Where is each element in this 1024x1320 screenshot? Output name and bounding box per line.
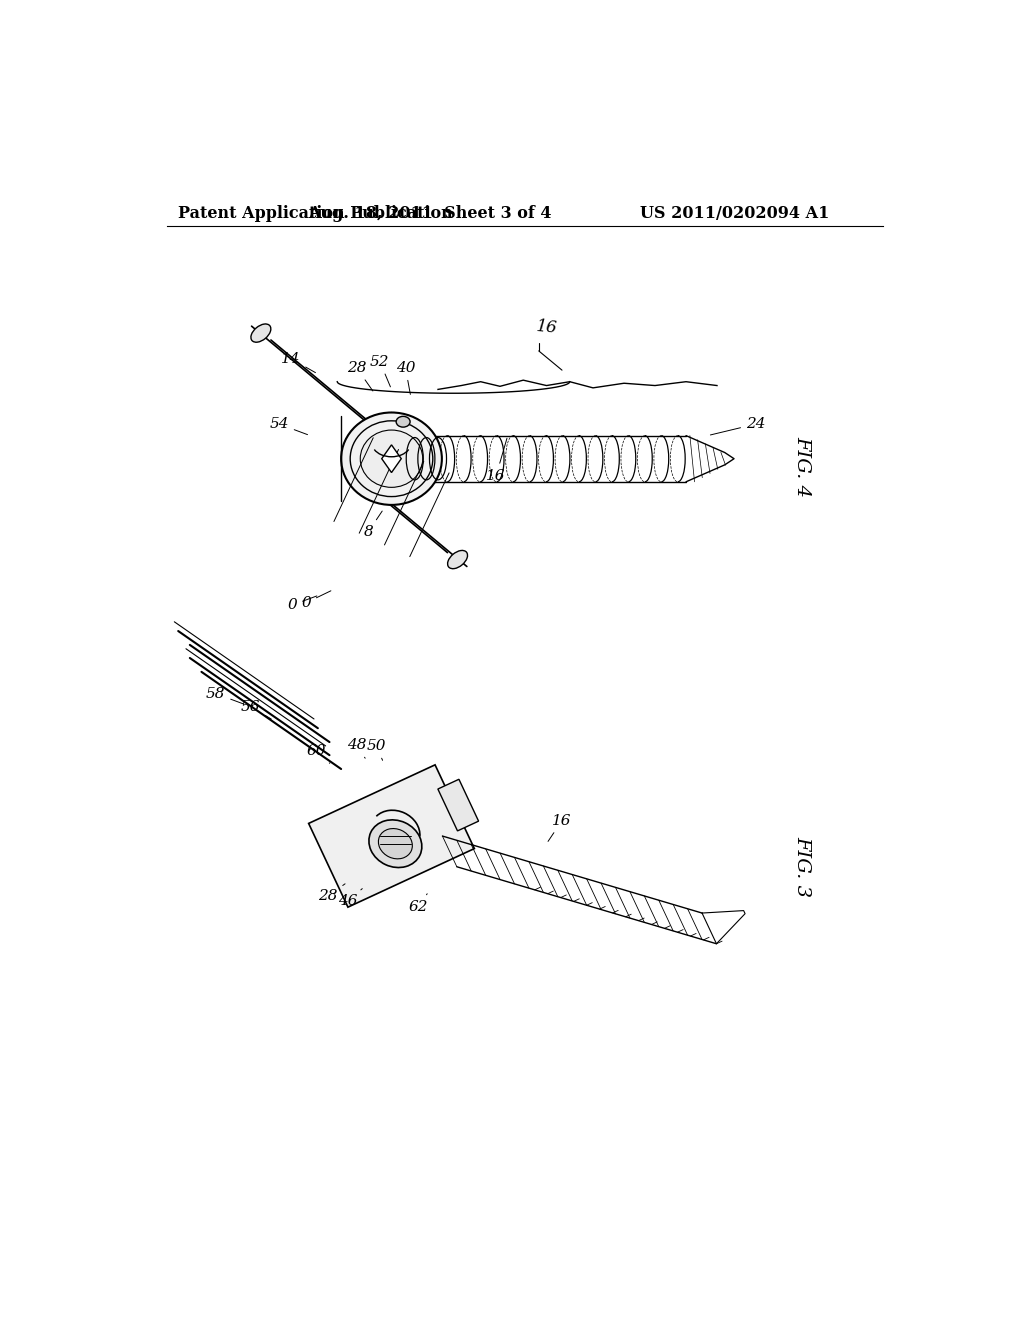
Text: FIG. 4: FIG. 4 bbox=[794, 436, 811, 496]
Text: 60: 60 bbox=[306, 744, 330, 763]
Ellipse shape bbox=[350, 421, 433, 496]
Text: 0: 0 bbox=[288, 595, 316, 612]
Text: 16: 16 bbox=[548, 813, 571, 841]
Text: US 2011/0202094 A1: US 2011/0202094 A1 bbox=[640, 206, 828, 222]
Text: 56: 56 bbox=[241, 700, 271, 719]
Text: 52: 52 bbox=[370, 355, 390, 387]
Text: Aug. 18, 2011  Sheet 3 of 4: Aug. 18, 2011 Sheet 3 of 4 bbox=[308, 206, 552, 222]
Text: 28: 28 bbox=[318, 884, 345, 903]
Ellipse shape bbox=[396, 416, 410, 428]
Text: 8: 8 bbox=[364, 511, 382, 539]
Text: 16: 16 bbox=[536, 318, 558, 337]
Text: 40: 40 bbox=[395, 360, 415, 395]
Text: 16: 16 bbox=[486, 438, 507, 483]
Polygon shape bbox=[308, 764, 474, 907]
Text: 50: 50 bbox=[367, 739, 386, 760]
Ellipse shape bbox=[341, 412, 442, 506]
Ellipse shape bbox=[379, 829, 413, 859]
Text: 24: 24 bbox=[711, 417, 766, 436]
Text: Patent Application Publication: Patent Application Publication bbox=[178, 206, 454, 222]
Text: 46: 46 bbox=[338, 888, 362, 908]
Polygon shape bbox=[382, 445, 401, 473]
Ellipse shape bbox=[369, 820, 422, 867]
Polygon shape bbox=[438, 779, 478, 830]
Text: 28: 28 bbox=[347, 360, 373, 391]
Text: FIG. 3: FIG. 3 bbox=[794, 837, 811, 898]
Ellipse shape bbox=[360, 430, 423, 487]
Text: 58: 58 bbox=[206, 686, 244, 704]
Ellipse shape bbox=[251, 323, 270, 342]
Text: 48: 48 bbox=[347, 738, 367, 758]
Text: 62: 62 bbox=[409, 894, 428, 913]
Text: 54: 54 bbox=[269, 417, 307, 434]
Text: 0: 0 bbox=[301, 591, 331, 610]
Text: 14: 14 bbox=[281, 351, 315, 372]
Ellipse shape bbox=[447, 550, 468, 569]
